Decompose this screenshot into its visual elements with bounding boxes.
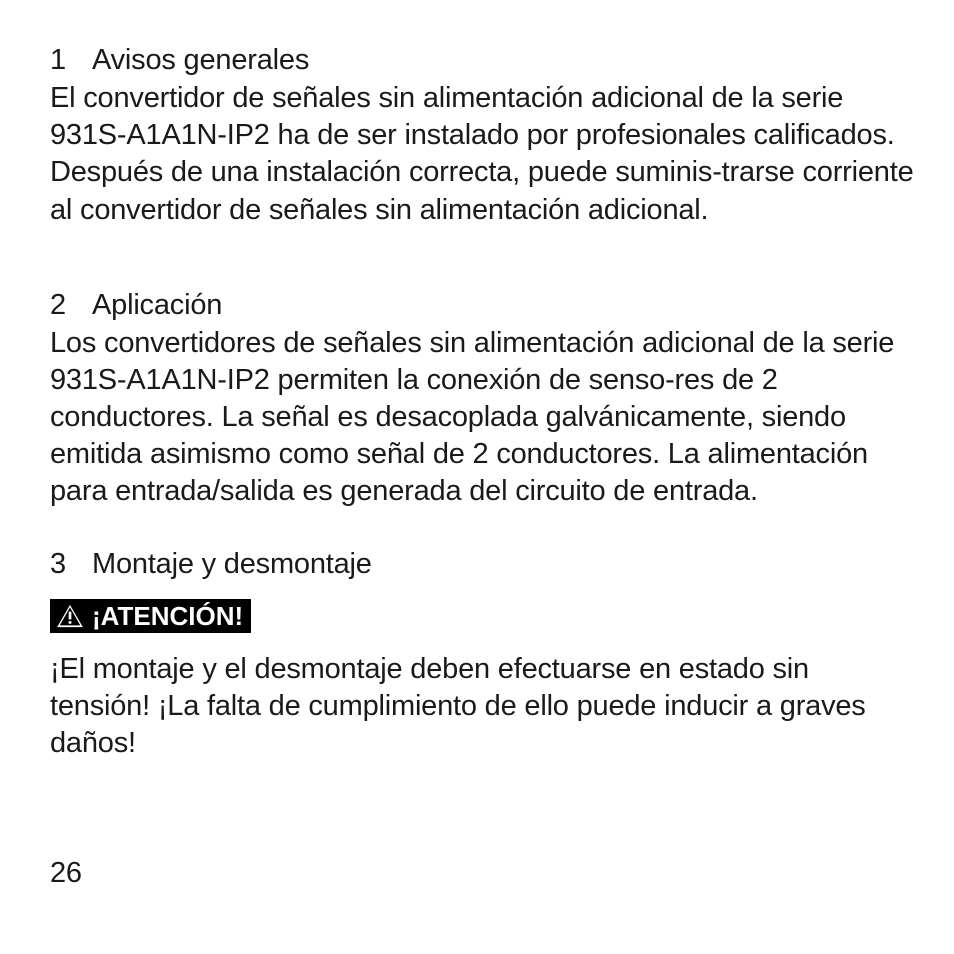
section-3-body: ¡El montaje y el desmontaje deben efectu…	[50, 651, 914, 762]
section-2-title: Aplicación	[92, 289, 222, 321]
document-page: 1Avisos generales El convertidor de seña…	[0, 0, 954, 954]
section-2-body: Los convertidores de señales sin aliment…	[50, 325, 914, 511]
section-3: 3Montaje y desmontaje ¡ATENCIÓN! ¡El mon…	[50, 546, 914, 762]
section-2-number: 2	[50, 287, 92, 323]
warning-triangle-icon	[56, 604, 84, 628]
section-1-heading: 1Avisos generales	[50, 42, 914, 78]
warning-label: ¡ATENCIÓN!	[92, 603, 243, 629]
section-2-heading: 2Aplicación	[50, 287, 914, 323]
page-number: 26	[50, 857, 82, 890]
section-1-body: El convertidor de señales sin alimentaci…	[50, 80, 914, 228]
section-1-title: Avisos generales	[92, 44, 309, 76]
section-3-heading: 3Montaje y desmontaje	[50, 546, 914, 582]
section-2: 2Aplicación Los convertidores de señales…	[50, 287, 914, 511]
section-1-number: 1	[50, 42, 92, 78]
section-3-number: 3	[50, 546, 92, 582]
warning-badge: ¡ATENCIÓN!	[50, 599, 251, 633]
section-1: 1Avisos generales El convertidor de seña…	[50, 42, 914, 229]
section-3-title: Montaje y desmontaje	[92, 548, 372, 580]
